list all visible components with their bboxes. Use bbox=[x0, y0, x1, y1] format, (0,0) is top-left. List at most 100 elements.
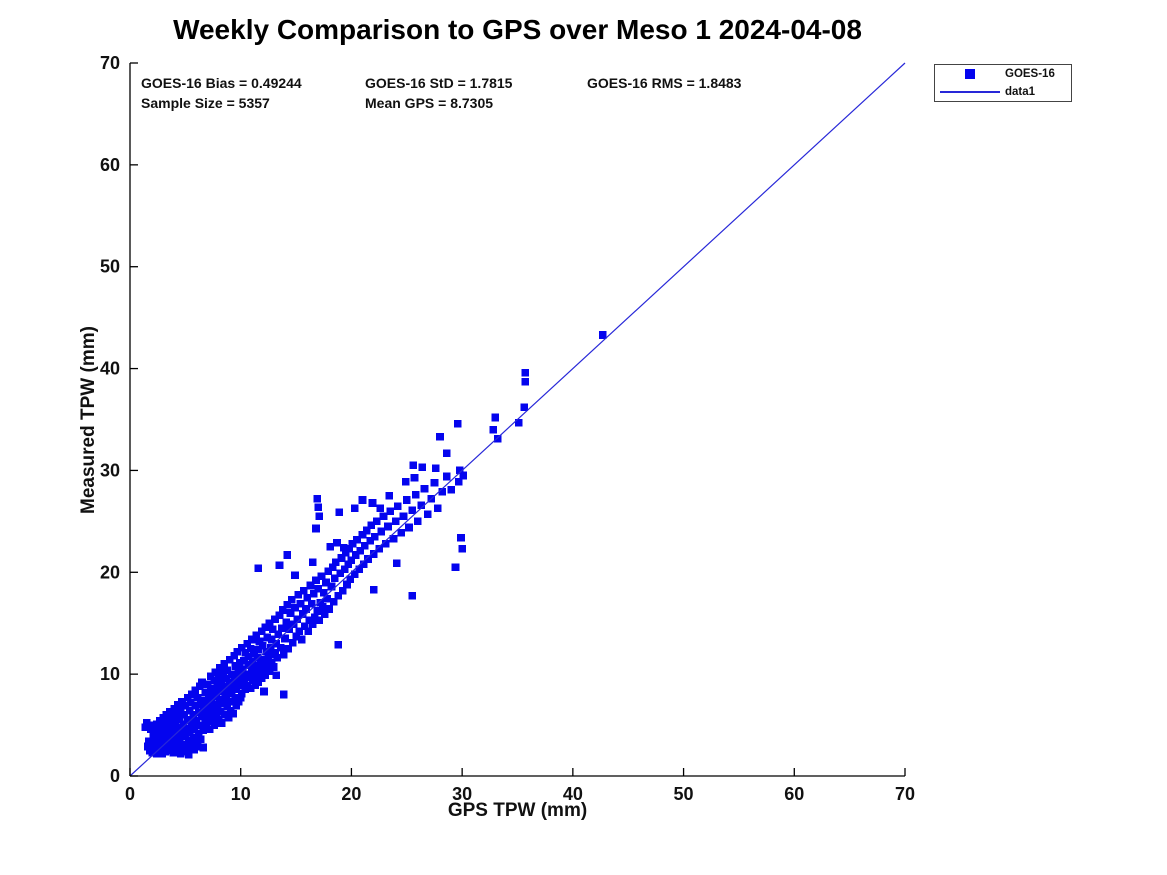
scatter-point bbox=[263, 661, 272, 669]
scatter-point bbox=[302, 605, 310, 613]
scatter-point bbox=[230, 652, 238, 660]
scatter-point bbox=[384, 522, 392, 531]
scatter-point bbox=[265, 619, 274, 628]
scatter-point bbox=[264, 652, 273, 660]
scatter-point bbox=[324, 567, 332, 576]
scatter-point bbox=[149, 732, 158, 741]
scatter-point bbox=[408, 506, 417, 514]
scatter-point bbox=[350, 504, 359, 512]
scatter-point bbox=[209, 688, 217, 697]
y-tick-label: 50 bbox=[100, 257, 120, 277]
scatter-point bbox=[210, 721, 218, 729]
scatter-point bbox=[192, 717, 201, 725]
scatter-point bbox=[417, 501, 425, 509]
scatter-point bbox=[333, 538, 341, 547]
scatter-point bbox=[255, 668, 264, 676]
scatter-point bbox=[313, 607, 321, 615]
scatter-point bbox=[239, 665, 247, 673]
scatter-point bbox=[322, 578, 330, 587]
scatter-point bbox=[280, 650, 288, 659]
scatter-point bbox=[286, 609, 295, 617]
scatter-point bbox=[277, 624, 286, 633]
scatter-point bbox=[290, 620, 298, 629]
scatter-point bbox=[236, 693, 245, 702]
scatter-point bbox=[369, 550, 378, 558]
scatter-point bbox=[230, 673, 238, 681]
scatter-point bbox=[280, 690, 288, 699]
scatter-point bbox=[180, 711, 189, 719]
y-tick-label: 60 bbox=[100, 155, 120, 175]
scatter-point bbox=[229, 681, 237, 690]
scatter-point bbox=[312, 524, 320, 533]
scatter-point bbox=[328, 563, 337, 571]
scatter-point bbox=[343, 580, 351, 589]
scatter-point bbox=[366, 536, 375, 545]
scatter-point bbox=[331, 574, 339, 583]
scatter-point bbox=[275, 561, 284, 569]
scatter-point bbox=[348, 539, 357, 548]
scatter-point bbox=[195, 682, 204, 691]
scatter-point bbox=[231, 693, 239, 702]
scatter-point bbox=[386, 507, 394, 515]
scatter-point bbox=[251, 662, 259, 670]
scatter-point bbox=[171, 719, 180, 727]
scatter-point bbox=[260, 656, 268, 664]
x-tick-label: 60 bbox=[784, 784, 804, 804]
scatter-point bbox=[219, 699, 227, 708]
scatter-point bbox=[207, 672, 215, 680]
scatter-point bbox=[259, 641, 267, 650]
scatter-point bbox=[234, 697, 243, 706]
scatter-point bbox=[213, 683, 222, 692]
scatter-point bbox=[338, 586, 347, 595]
scatter-point bbox=[321, 610, 329, 618]
scatter-point bbox=[424, 510, 432, 519]
scatter-point bbox=[399, 512, 408, 521]
scatter-point bbox=[297, 635, 306, 644]
scatter-point bbox=[188, 690, 196, 699]
legend-line-icon bbox=[935, 91, 1005, 93]
scatter-point bbox=[207, 684, 215, 693]
scatter-point bbox=[246, 644, 255, 653]
scatter-point bbox=[375, 545, 383, 553]
scatter-point bbox=[216, 687, 225, 696]
scatter-point bbox=[352, 551, 360, 559]
scatter-point bbox=[433, 504, 442, 512]
scatter-point bbox=[240, 677, 248, 686]
scatter-point bbox=[233, 677, 242, 686]
scatter-point bbox=[181, 732, 190, 741]
legend-label: GOES-16 bbox=[1005, 68, 1055, 80]
scatter-point bbox=[451, 563, 460, 571]
scatter-point bbox=[218, 719, 226, 727]
scatter-point bbox=[272, 639, 280, 648]
scatter-point bbox=[489, 425, 497, 434]
scatter-point bbox=[228, 689, 236, 698]
scatter-point bbox=[521, 378, 530, 386]
y-tick-label: 10 bbox=[100, 664, 120, 684]
scatter-point bbox=[269, 625, 277, 634]
scatter-point bbox=[397, 528, 406, 537]
scatter-point bbox=[192, 738, 201, 747]
y-tick-label: 20 bbox=[100, 562, 120, 582]
scatter-point bbox=[335, 508, 344, 516]
scatter-point bbox=[210, 676, 218, 685]
scatter-point bbox=[223, 666, 232, 674]
scatter-point bbox=[254, 645, 263, 654]
scatter-point bbox=[189, 733, 197, 742]
scatter-point bbox=[313, 495, 321, 503]
legend-item-goes16: GOES-16 bbox=[935, 65, 1071, 83]
scatter-point bbox=[198, 678, 206, 687]
scatter-point bbox=[220, 660, 228, 668]
scatter-point bbox=[305, 616, 314, 624]
scatter-point bbox=[143, 742, 152, 751]
scatter-point bbox=[272, 671, 280, 679]
scatter-point bbox=[447, 485, 455, 494]
scatter-point bbox=[267, 635, 276, 644]
scatter-point bbox=[191, 686, 200, 695]
scatter-point bbox=[360, 542, 369, 550]
scatter-point bbox=[373, 517, 381, 526]
scatter-point bbox=[282, 618, 290, 626]
scatter-point bbox=[493, 435, 502, 443]
scatter-point bbox=[194, 729, 203, 738]
scatter-point bbox=[347, 556, 356, 564]
